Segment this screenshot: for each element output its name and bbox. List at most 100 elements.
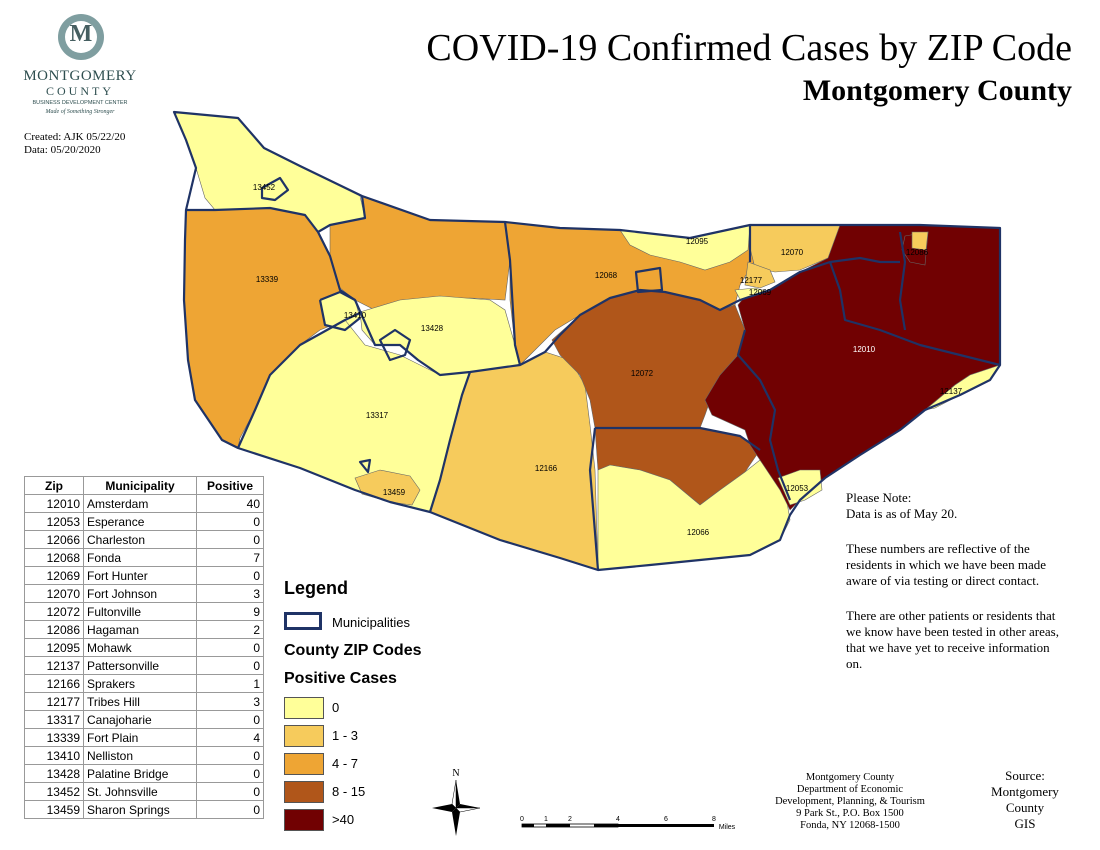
boundary-line	[358, 458, 372, 474]
cell-zip: 12137	[24, 656, 84, 675]
zip-label: 13428	[421, 324, 444, 333]
table-row: 12010 Amsterdam 40	[24, 494, 264, 513]
boundary-line	[317, 195, 367, 233]
col-header-zip: Zip	[24, 476, 84, 495]
boundary-line	[595, 426, 761, 451]
zip-label: 12177	[740, 276, 763, 285]
scale-tick: 1	[544, 816, 548, 823]
note-paragraph: There are other patients or residents th…	[846, 608, 1059, 671]
zip-label: 12010	[853, 345, 876, 354]
scale-tick: 4	[616, 816, 620, 823]
table-row: 12068 Fonda 7	[24, 548, 264, 567]
cell-zip: 13339	[24, 728, 84, 747]
scale-unit: Miles	[719, 824, 736, 831]
cell-positive: 1	[196, 674, 264, 693]
note-block: Please Note: Data is as of May 20. These…	[846, 490, 1066, 691]
zip-label: 13452	[253, 183, 276, 192]
zip-label: 12066	[687, 528, 710, 537]
cell-zip: 12068	[24, 548, 84, 567]
cell-zip: 12066	[24, 530, 84, 549]
note-line: Data is as of May 20.	[846, 506, 958, 521]
boundary-line	[186, 206, 356, 301]
legend-swatch	[284, 809, 324, 831]
legend-zip-heading: County ZIP Codes	[284, 642, 422, 659]
cell-positive: 3	[196, 692, 264, 711]
cell-positive: 0	[196, 800, 264, 819]
zip-label: 13317	[366, 411, 389, 420]
dept-line: 9 Park St., P.O. Box 1500	[796, 808, 904, 819]
source-line: County	[1005, 800, 1045, 815]
zip-region-12086-patch	[911, 231, 929, 251]
source-line: Source:	[1005, 768, 1045, 783]
cell-zip: 13410	[24, 746, 84, 765]
scale-tick: 0	[520, 816, 524, 823]
table-row: 12069 Fort Hunter 0	[24, 566, 264, 585]
cell-positive: 0	[196, 638, 264, 657]
cell-municipality: Fort Plain	[83, 728, 197, 747]
cell-municipality: Charleston	[83, 530, 197, 549]
zip-label: 12070	[781, 248, 804, 257]
table-row: 13410 Nelliston 0	[24, 746, 264, 765]
note-heading: Please Note:	[846, 490, 912, 505]
zip-label: 12137	[940, 387, 963, 396]
cell-zip: 13459	[24, 800, 84, 819]
zip-labels: 13452 13339 13410 13428 13317 13459 1216…	[253, 183, 963, 537]
boundary-line	[236, 311, 363, 449]
source-line: GIS	[1014, 816, 1036, 831]
cell-municipality: Mohawk	[83, 638, 197, 657]
table-row: 12072 Fultonville 9	[24, 602, 264, 621]
cell-positive: 0	[196, 566, 264, 585]
legend-swatch	[284, 697, 324, 719]
scale-tick: 2	[568, 816, 572, 823]
cell-zip: 12069	[24, 566, 84, 585]
table-row: 12053 Esperance 0	[24, 512, 264, 531]
table-row: 12177 Tribes Hill 3	[24, 692, 264, 711]
scale-tick: 6	[664, 816, 668, 823]
logo-name: MONTGOMERY	[23, 68, 137, 84]
cell-municipality: Pattersonville	[83, 656, 197, 675]
cell-zip: 13317	[24, 710, 84, 729]
source-line: Montgomery	[991, 784, 1059, 799]
boundary-line	[260, 176, 290, 202]
zip-table: Zip Municipality Positive 12010 Amsterdam…	[24, 476, 264, 819]
cell-positive: 0	[196, 512, 264, 531]
cell-municipality: Fort Johnson	[83, 584, 197, 603]
map-legend: Legend Municipalities County ZIP Codes P…	[284, 578, 484, 838]
boundary-line	[828, 261, 1001, 367]
zip-label: 12069	[749, 288, 772, 297]
boundary-line	[634, 266, 664, 294]
cell-positive: 0	[196, 764, 264, 783]
dept-line: Fonda, NY 12068-1500	[800, 820, 900, 831]
cell-municipality: Esperance	[83, 512, 197, 531]
cell-positive: 4	[196, 728, 264, 747]
map-subtitle: Montgomery County	[802, 74, 1072, 107]
legend-positive-heading: Positive Cases	[284, 670, 397, 687]
legend-title: Legend	[284, 578, 349, 598]
boundary-line	[588, 427, 600, 571]
table-row: 13339 Fort Plain 4	[24, 728, 264, 747]
note-paragraph: These numbers are reflective of the resi…	[846, 541, 1046, 588]
cell-positive: 0	[196, 530, 264, 549]
cell-municipality: Amsterdam	[83, 494, 197, 513]
cell-positive: 3	[196, 584, 264, 603]
zip-label: 13339	[256, 275, 279, 284]
legend-class-label: 1 - 3	[332, 728, 359, 743]
cell-zip: 13428	[24, 764, 84, 783]
boundary-line	[318, 299, 361, 332]
cell-municipality: Canajoharie	[83, 710, 197, 729]
boundary-line	[736, 329, 792, 501]
cell-zip: 12177	[24, 692, 84, 711]
zip-regions	[173, 111, 1001, 571]
table-row: 12095 Mohawk 0	[24, 638, 264, 657]
legend-swatch	[284, 753, 324, 775]
cell-municipality: Palatine Bridge	[83, 764, 197, 783]
logo-county: COUNTY	[46, 84, 114, 98]
scale-tick: 8	[712, 816, 716, 823]
logo-tagline: Made of Something Stronger	[45, 109, 115, 115]
zip-label: 12053	[786, 484, 809, 493]
department-address: Montgomery County Department of Economic…	[740, 772, 960, 832]
cell-municipality: Tribes Hill	[83, 692, 197, 711]
legend-swatch	[284, 725, 324, 747]
cell-zip: 12072	[24, 602, 84, 621]
table-row: 12066 Charleston 0	[24, 530, 264, 549]
